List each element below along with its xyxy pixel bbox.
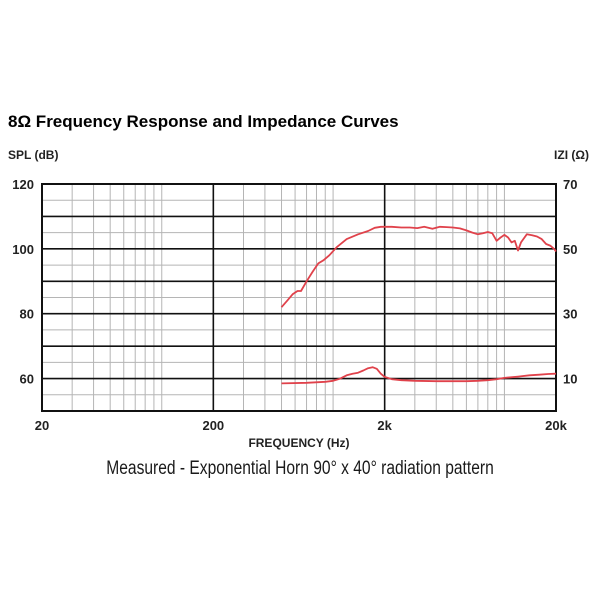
chart-title: 8Ω Frequency Response and Impedance Curv… [8,112,399,131]
left-tick-label: 100 [12,242,34,257]
spl-curve [280,225,557,308]
right-tick-label: 30 [563,307,577,322]
left-tick-label: 120 [12,177,34,192]
x-tick-label: 20k [545,418,567,433]
right-tick-label: 70 [563,177,577,192]
series-layer [280,225,557,385]
impedance-curve [281,366,557,385]
left-tick-label: 60 [20,372,34,387]
left-tick-label: 80 [20,307,34,322]
x-axis-label: FREQUENCY (Hz) [248,436,349,450]
right-tick-label: 50 [563,242,577,257]
x-tick-label: 200 [202,418,224,433]
x-tick-label: 20 [35,418,49,433]
major-grid [42,184,556,411]
right-axis-label: IZI (Ω) [554,148,589,162]
x-tick-label: 2k [377,418,392,433]
right-tick-label: 10 [563,372,577,387]
left-axis-label: SPL (dB) [8,148,58,162]
tick-labels: 20 200 2k 20k 60 80 100 120 10 30 50 70 [12,177,577,433]
plot-frame [41,183,557,412]
chart-caption: Measured - Exponential Horn 90° x 40° ra… [106,458,494,479]
minor-grid [42,184,556,411]
